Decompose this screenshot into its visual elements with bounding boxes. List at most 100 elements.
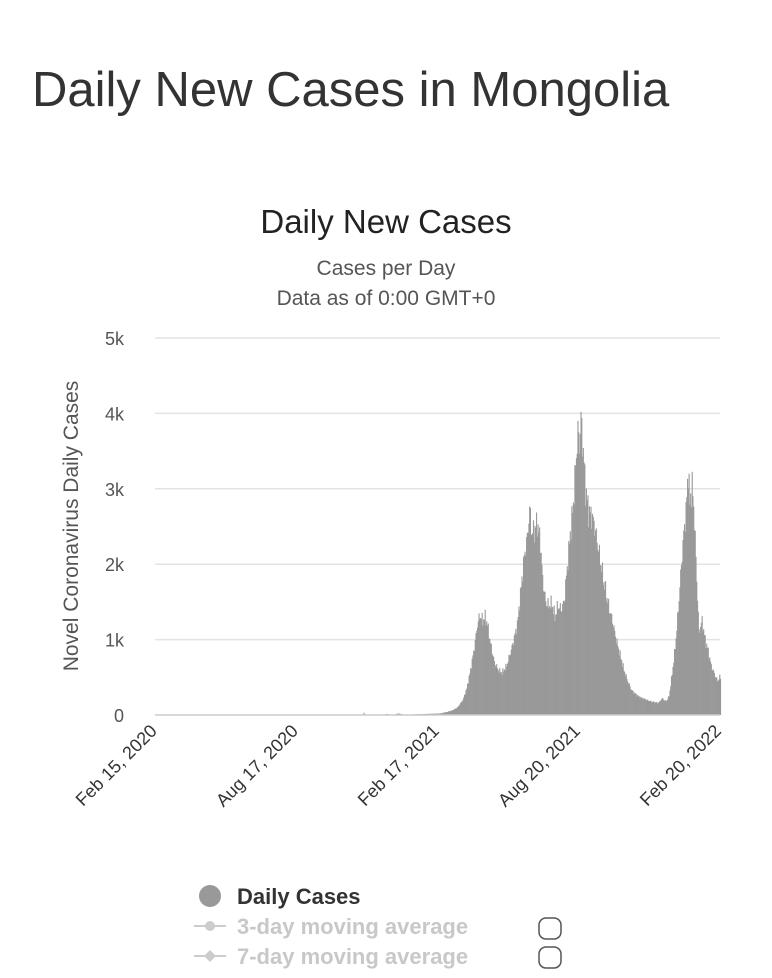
bar: [497, 670, 499, 715]
bar: [562, 600, 564, 715]
bar: [704, 635, 706, 715]
bar: [518, 606, 520, 715]
bar: [615, 643, 617, 715]
bar: [445, 712, 447, 715]
bar: [469, 673, 471, 715]
bar: [705, 647, 707, 715]
bar: [629, 686, 631, 715]
bar: [680, 569, 682, 715]
bar: [532, 533, 534, 715]
bar: [447, 711, 449, 715]
bar: [554, 621, 556, 715]
bar: [473, 651, 476, 715]
bar: [524, 551, 526, 715]
legend-item-7-day-average[interactable]: 7-day moving average: [194, 944, 468, 969]
bar: [693, 529, 696, 715]
bar: [568, 543, 571, 715]
legend-item-daily-cases[interactable]: Daily Cases: [199, 884, 361, 909]
bar: [608, 613, 610, 715]
bar: [617, 646, 619, 715]
bar: [640, 696, 642, 715]
bar: [595, 528, 597, 715]
bar: [483, 619, 485, 715]
bar: [473, 650, 475, 715]
bar: [510, 649, 512, 715]
bar: [452, 710, 454, 715]
bar: [457, 706, 459, 715]
bar: [634, 693, 637, 715]
legend-item-3-day-average[interactable]: 3-day moving average: [194, 914, 468, 939]
bar: [636, 696, 638, 715]
bar: [446, 711, 448, 715]
bar: [542, 574, 544, 715]
bar: [480, 618, 482, 715]
bar: [595, 530, 597, 715]
bar: [642, 699, 644, 715]
bar: [451, 710, 453, 715]
bar: [460, 701, 462, 715]
bar: [716, 677, 718, 715]
bar: [581, 418, 583, 715]
bar: [534, 525, 536, 715]
bar: [489, 638, 491, 715]
bar: [444, 712, 446, 715]
bar: [517, 616, 519, 715]
bar: [616, 638, 618, 715]
bar: [532, 520, 535, 715]
bar: [712, 669, 714, 715]
bar: [598, 544, 600, 715]
bar: [477, 621, 479, 715]
bar: [710, 664, 712, 715]
bar: [637, 696, 640, 715]
bar: [622, 663, 624, 715]
bar: [621, 660, 623, 715]
bar: [703, 629, 705, 715]
bar: [626, 679, 628, 715]
bar: [697, 611, 699, 715]
x-tick-label: Feb 15, 2020: [72, 721, 161, 810]
bar: [606, 598, 608, 715]
bar: [486, 625, 489, 715]
bar: [562, 603, 564, 715]
bar: [707, 647, 709, 715]
toggle-3-day-average[interactable]: [538, 917, 562, 940]
bar: [507, 661, 509, 715]
toggle-7-day-average[interactable]: [538, 946, 562, 969]
bar: [491, 653, 493, 715]
bar: [669, 690, 671, 715]
bar: [697, 600, 699, 715]
bar: [611, 623, 614, 715]
bar: [660, 701, 662, 715]
bar: [555, 614, 557, 715]
bar: [575, 458, 577, 715]
bar: [513, 644, 515, 715]
bar: [703, 635, 706, 715]
bar: [467, 683, 469, 715]
bar: [676, 630, 678, 715]
bar: [651, 702, 653, 715]
bar: [607, 603, 609, 715]
bar: [605, 601, 607, 715]
bar: [516, 634, 518, 715]
bar: [618, 655, 620, 715]
bar: [718, 679, 720, 715]
bar: [668, 696, 670, 715]
bar: [571, 506, 573, 715]
bar: [563, 602, 565, 715]
bar: [472, 655, 474, 715]
bar: [716, 681, 719, 715]
bar: [653, 701, 655, 715]
bar: [578, 432, 580, 715]
bar: [493, 661, 495, 715]
bar: [682, 540, 684, 715]
bar: [552, 606, 554, 715]
bar: [641, 697, 643, 715]
bar: [674, 649, 676, 715]
bar: [677, 611, 679, 715]
bar: [522, 557, 525, 715]
bar: [588, 527, 590, 715]
bar: [582, 447, 584, 715]
bar: [671, 674, 673, 715]
bar: [660, 699, 663, 715]
bar: [572, 512, 574, 715]
